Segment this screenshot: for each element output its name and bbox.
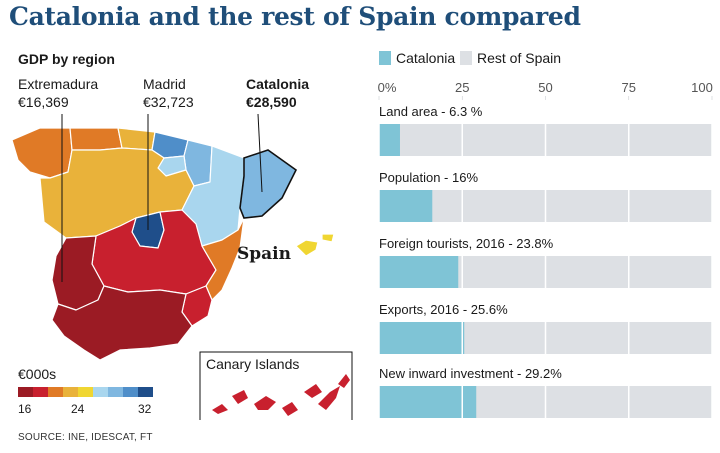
legend-swatch <box>108 387 123 397</box>
legend-swatch <box>48 387 63 397</box>
legend-swatch <box>138 387 153 397</box>
bar-chart <box>378 96 713 420</box>
callout-madrid-value: €32,723 <box>143 94 194 110</box>
color-scale-legend <box>18 387 153 397</box>
bar-catalonia <box>379 256 459 288</box>
bar-catalonia <box>379 190 433 222</box>
region-andalusia <box>51 285 193 361</box>
canary-islands <box>212 374 350 416</box>
callout-extremadura-name: Extremadura <box>18 76 99 92</box>
region-galicia <box>11 127 73 179</box>
region-catalonia <box>239 149 297 219</box>
region-balearic-islands <box>295 233 335 257</box>
legend-swatch <box>93 387 108 397</box>
region-asturias <box>69 127 123 151</box>
map-subtitle: GDP by region <box>18 51 115 67</box>
bar-catalonia <box>379 124 400 156</box>
axis-tick-label: 25 <box>455 80 470 95</box>
legend-swatch <box>78 387 93 397</box>
legend-tick-high: 32 <box>138 402 152 416</box>
region-cantabria <box>117 127 156 151</box>
bar-category-label: Exports, 2016 - 25.6% <box>379 302 508 317</box>
rest-of-spain-swatch <box>460 51 472 65</box>
source-note: SOURCE: INE, IDESCAT, FT <box>18 432 153 443</box>
legend-rest-label: Rest of Spain <box>477 50 562 66</box>
catalonia-swatch <box>379 51 391 65</box>
callout-madrid-name: Madrid <box>143 76 186 92</box>
bar-category-label: Foreign tourists, 2016 - 23.8% <box>379 236 554 251</box>
axis-tick-label: 75 <box>621 80 636 95</box>
region-valencia <box>201 217 245 301</box>
callout-catalonia-value: €28,590 <box>246 94 297 110</box>
legend-catalonia-label: Catalonia <box>396 50 456 66</box>
page-title: Catalonia and the rest of Spain compared <box>9 2 581 31</box>
bar-category-label: Population - 16% <box>379 170 479 185</box>
legend-tick-low: 16 <box>18 402 32 416</box>
legend-swatch <box>33 387 48 397</box>
bar-category-label: New inward investment - 29.2% <box>379 366 562 381</box>
legend-tick-mid: 24 <box>71 402 85 416</box>
legend-swatch <box>18 387 33 397</box>
spain-label: Spain <box>237 244 291 264</box>
bar-category-label: Land area - 6.3 % <box>379 104 483 119</box>
callout-catalonia-name: Catalonia <box>246 76 310 92</box>
axis-tick-label: 100 <box>691 80 713 95</box>
canary-islands-label: Canary Islands <box>206 356 300 372</box>
axis-tick-label: 0% <box>377 80 397 95</box>
legend-swatch <box>123 387 138 397</box>
legend-title: €000s <box>18 366 57 382</box>
catalonia-leader <box>257 113 263 193</box>
axis-tick-label: 50 <box>538 80 553 95</box>
catalonia-outline <box>239 149 298 219</box>
bar-catalonia <box>379 322 465 354</box>
callout-extremadura-value: €16,369 <box>18 94 69 110</box>
legend-swatch <box>63 387 78 397</box>
canary-inset-frame <box>199 351 353 420</box>
bar-catalonia <box>379 386 477 418</box>
